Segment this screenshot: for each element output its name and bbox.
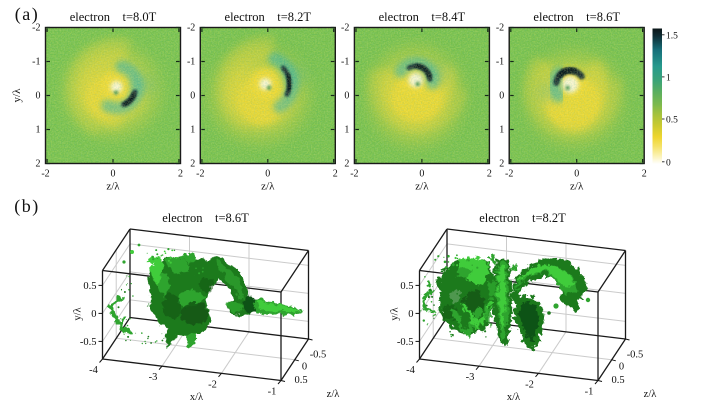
svg-text:1: 1 <box>190 125 195 136</box>
svg-text:z/λ: z/λ <box>570 181 584 193</box>
svg-text:electron t=8.0T: electron t=8.0T <box>70 10 157 24</box>
svg-text:0: 0 <box>408 309 413 320</box>
svg-text:0.5: 0.5 <box>611 375 624 386</box>
svg-text:y/λ: y/λ <box>73 306 84 320</box>
svg-text:1: 1 <box>344 125 349 136</box>
svg-text:-2: -2 <box>496 23 504 34</box>
svg-text:1: 1 <box>36 125 41 136</box>
svg-text:0: 0 <box>36 91 41 102</box>
svg-text:1: 1 <box>666 73 671 83</box>
svg-text:2: 2 <box>178 169 183 180</box>
svg-text:0.5: 0.5 <box>294 375 307 386</box>
svg-text:-2: -2 <box>208 379 217 390</box>
svg-text:-1: -1 <box>187 57 195 68</box>
svg-text:-0.5: -0.5 <box>80 337 97 348</box>
svg-text:electron t=8.6T: electron t=8.6T <box>533 10 620 24</box>
svg-text:-0.5: -0.5 <box>310 350 327 361</box>
svg-text:0: 0 <box>344 91 349 102</box>
svg-text:2: 2 <box>190 159 195 170</box>
svg-text:2: 2 <box>36 159 41 170</box>
svg-text:-4: -4 <box>406 365 415 376</box>
svg-text:z/λ: z/λ <box>106 181 120 193</box>
svg-text:0: 0 <box>265 169 270 180</box>
svg-text:2: 2 <box>344 159 349 170</box>
svg-text:-2: -2 <box>41 169 49 180</box>
svg-text:0: 0 <box>499 91 504 102</box>
svg-text:0: 0 <box>574 169 579 180</box>
svg-text:0: 0 <box>111 169 116 180</box>
svg-text:-1: -1 <box>585 387 594 398</box>
svg-text:2: 2 <box>487 169 492 180</box>
svg-text:y/λ: y/λ <box>11 88 23 103</box>
svg-text:-1: -1 <box>341 57 349 68</box>
svg-text:-1: -1 <box>268 387 277 398</box>
svg-text:0: 0 <box>190 91 195 102</box>
svg-text:0: 0 <box>91 309 96 320</box>
svg-text:electron t=8.2T: electron t=8.2T <box>479 211 566 225</box>
svg-text:-2: -2 <box>350 169 358 180</box>
svg-text:z/λ: z/λ <box>415 181 429 193</box>
svg-text:z/λ: z/λ <box>327 389 341 400</box>
svg-text:electron t=8.2T: electron t=8.2T <box>225 10 312 24</box>
svg-text:z/λ: z/λ <box>644 389 658 400</box>
svg-text:0: 0 <box>302 362 307 373</box>
svg-text:-2: -2 <box>505 169 513 180</box>
svg-text:(b): (b) <box>14 196 40 217</box>
svg-text:0: 0 <box>619 362 624 373</box>
svg-text:-1: -1 <box>32 57 40 68</box>
svg-text:-3: -3 <box>466 372 475 383</box>
svg-text:z/λ: z/λ <box>261 181 275 193</box>
svg-text:(a): (a) <box>15 4 39 25</box>
svg-text:x/λ: x/λ <box>507 392 521 403</box>
svg-text:-2: -2 <box>341 23 349 34</box>
svg-text:-4: -4 <box>89 365 98 376</box>
svg-text:-0.5: -0.5 <box>397 337 414 348</box>
svg-text:0.5: 0.5 <box>400 281 413 292</box>
svg-text:-2: -2 <box>187 23 195 34</box>
svg-text:-3: -3 <box>149 372 158 383</box>
svg-text:electron t=8.6T: electron t=8.6T <box>162 211 249 225</box>
svg-text:0.5: 0.5 <box>666 116 678 126</box>
svg-text:electron t=8.4T: electron t=8.4T <box>379 10 466 24</box>
svg-text:x/λ: x/λ <box>190 392 204 403</box>
svg-text:-2: -2 <box>32 23 40 34</box>
svg-text:0: 0 <box>419 169 424 180</box>
svg-text:0: 0 <box>666 158 671 168</box>
svg-text:1.5: 1.5 <box>666 31 678 41</box>
svg-text:y/λ: y/λ <box>390 306 401 320</box>
svg-text:-2: -2 <box>525 379 534 390</box>
svg-text:2: 2 <box>333 169 338 180</box>
svg-text:0.5: 0.5 <box>83 281 96 292</box>
svg-text:-0.5: -0.5 <box>627 350 644 361</box>
svg-text:-2: -2 <box>196 169 204 180</box>
svg-text:1: 1 <box>499 125 504 136</box>
svg-text:2: 2 <box>499 159 504 170</box>
svg-text:2: 2 <box>642 169 647 180</box>
svg-text:-1: -1 <box>496 57 504 68</box>
